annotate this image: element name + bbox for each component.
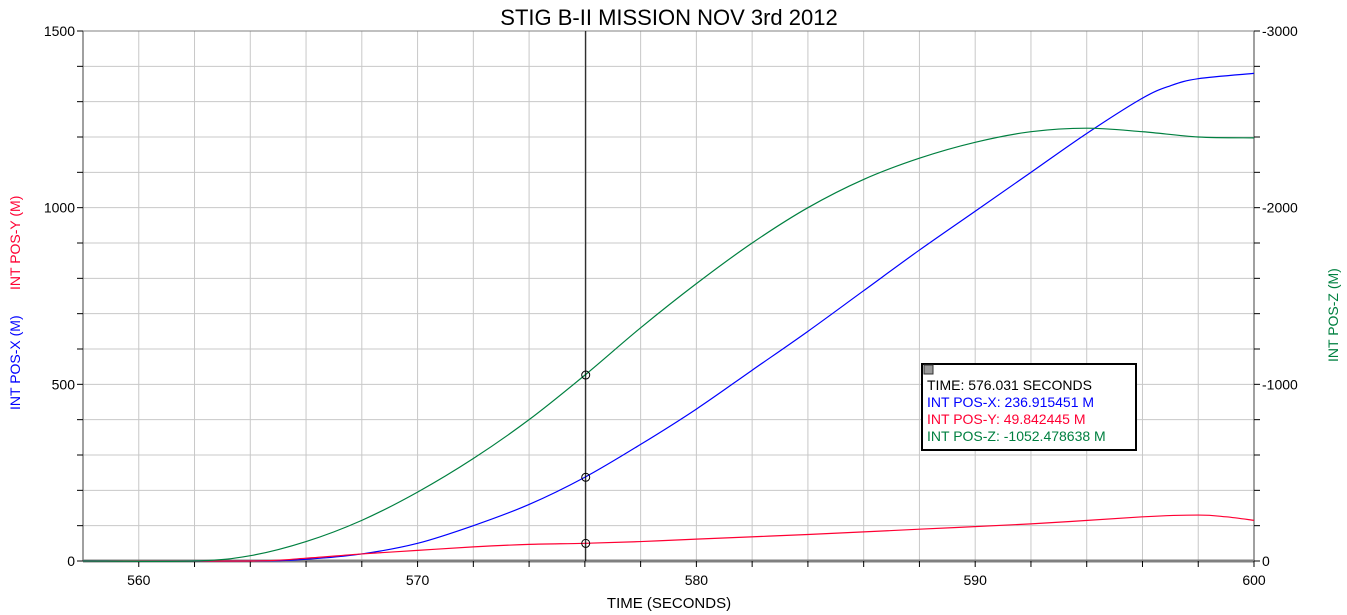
close-icon[interactable] [923, 364, 934, 375]
chart-title: STIG B-II MISSION NOV 3rd 2012 [500, 5, 837, 30]
x-tick-label: 570 [406, 572, 430, 588]
y-tick-label-right: -2000 [1262, 200, 1298, 216]
y-tick-label-right: 0 [1262, 553, 1270, 569]
y-tick-label-left: 0 [67, 553, 75, 569]
x-tick-label: 600 [1242, 572, 1266, 588]
x-axis-label: TIME (SECONDS) [607, 595, 731, 612]
readout-y: INT POS-Y: 49.842445 M [927, 411, 1086, 427]
grid [83, 31, 1255, 561]
series-line-int-pos-y [82, 514, 1255, 562]
axes: 560 570 580 590 600 0 500 1000 1500 0 -1000 -2000 -3… [44, 23, 1298, 588]
series-lines [82, 72, 1255, 562]
series-line-int-pos-x [82, 72, 1255, 562]
series-line-int-pos-z [82, 127, 1255, 562]
y-axis-label-x: INT POS-X (M) [7, 315, 23, 410]
x-tick-label: 580 [685, 572, 709, 588]
y-tick-label-left: 1500 [44, 23, 75, 39]
readout-box: TIME: 576.031 SECONDS INT POS-X: 236.915… [921, 363, 1137, 451]
readout-x: INT POS-X: 236.915451 M [927, 394, 1094, 410]
y-tick-label-left: 1000 [44, 200, 75, 216]
y-tick-label-right: -1000 [1262, 376, 1298, 392]
cursor-marker [581, 472, 591, 482]
cursor-marker [581, 370, 591, 380]
x-tick-label: 590 [964, 572, 988, 588]
x-tick-label: 560 [127, 572, 151, 588]
cursor[interactable] [581, 31, 591, 561]
y-axis-label-y: INT POS-Y (M) [7, 196, 23, 290]
readout-time: TIME: 576.031 SECONDS [927, 377, 1092, 393]
y-tick-label-left: 500 [52, 376, 76, 392]
y-tick-label-right: -3000 [1262, 23, 1298, 39]
readout-z: INT POS-Z: -1052.478638 M [927, 428, 1106, 444]
y-axis-label-z: INT POS-Z (M) [1325, 268, 1341, 362]
cursor-marker [581, 538, 591, 548]
